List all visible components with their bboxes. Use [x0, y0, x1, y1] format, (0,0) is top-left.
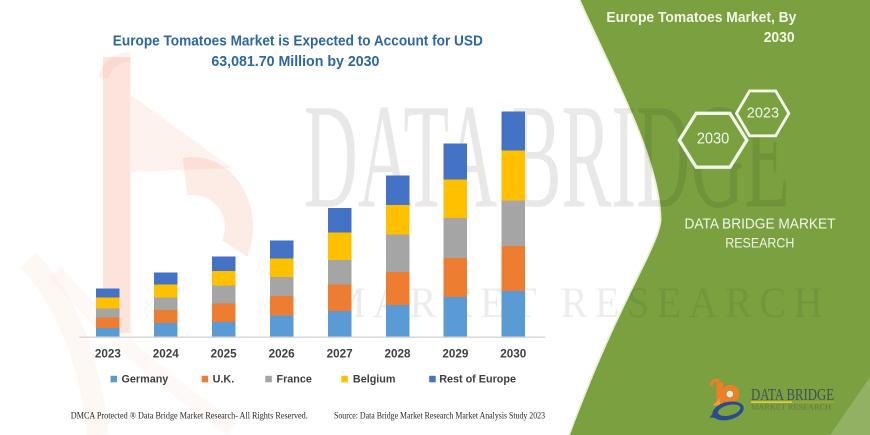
svg-text:2028: 2028	[385, 349, 412, 361]
svg-text:Europe Tomatoes Market, By: Europe Tomatoes Market, By	[606, 10, 796, 26]
svg-text:DATA BRIDGE: DATA BRIDGE	[751, 385, 834, 404]
svg-text:DATA BRIDGE: DATA BRIDGE	[304, 74, 790, 240]
svg-text:DATA BRIDGE MARKET: DATA BRIDGE MARKET	[685, 215, 836, 232]
svg-text:2030: 2030	[500, 349, 526, 361]
svg-text:2030: 2030	[764, 30, 795, 46]
svg-text:2023: 2023	[747, 106, 779, 122]
svg-text:Germany: Germany	[122, 374, 169, 386]
svg-text:63,081.70 Million by 2030: 63,081.70 Million by 2030	[211, 54, 379, 70]
svg-text:MARKET RESEARCH: MARKET RESEARCH	[330, 280, 830, 327]
svg-text:RESEARCH: RESEARCH	[725, 235, 794, 251]
svg-text:2029: 2029	[442, 349, 468, 361]
svg-text:Source: Data Bridge Market Res: Source: Data Bridge Market Research Mark…	[334, 412, 545, 422]
svg-text:France: France	[277, 374, 312, 386]
svg-text:2027: 2027	[327, 349, 353, 361]
svg-text:2023: 2023	[95, 349, 121, 361]
svg-text:Belgium: Belgium	[353, 374, 396, 386]
svg-text:2030: 2030	[697, 131, 730, 148]
svg-text:MARKET RESEARCH: MARKET RESEARCH	[751, 405, 831, 412]
svg-text:Europe Tomatoes Market is Expe: Europe Tomatoes Market is Expected to Ac…	[113, 34, 483, 50]
svg-text:DMCA Protected ® Data Bridge M: DMCA Protected ® Data Bridge Market Rese…	[71, 411, 308, 422]
svg-text:Rest of Europe: Rest of Europe	[439, 374, 516, 386]
svg-text:U.K.: U.K.	[213, 374, 235, 386]
svg-text:2026: 2026	[269, 349, 295, 361]
svg-text:2024: 2024	[153, 349, 180, 361]
svg-text:2025: 2025	[211, 349, 238, 361]
